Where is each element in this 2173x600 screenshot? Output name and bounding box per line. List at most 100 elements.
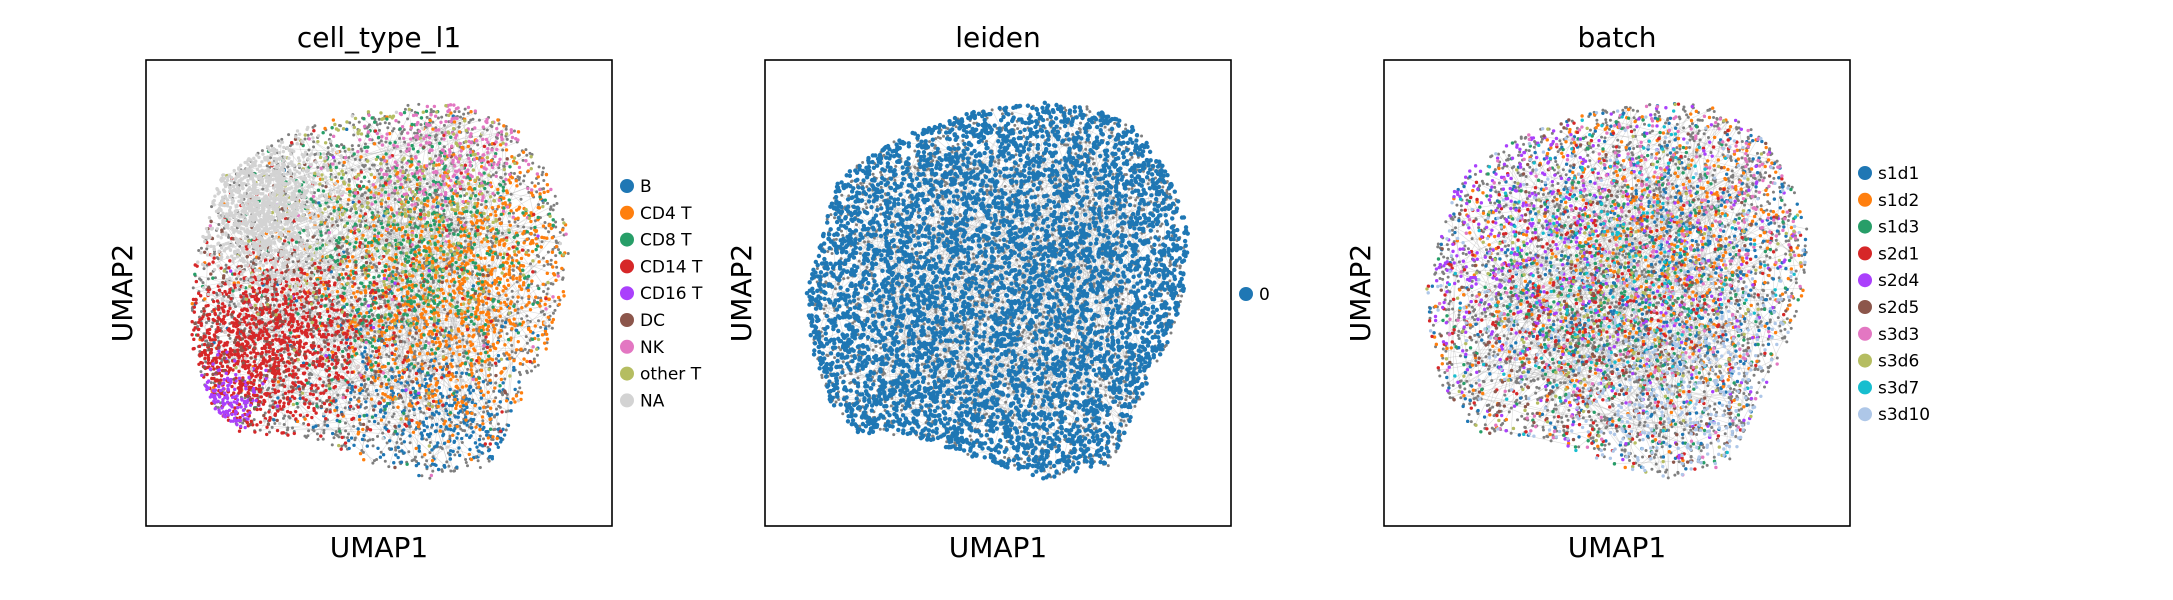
- background-point: [268, 430, 272, 434]
- point-cd4-t: [451, 289, 456, 293]
- background-point: [442, 145, 446, 149]
- point-cd4-t: [481, 226, 486, 231]
- graph-edge: [348, 230, 465, 262]
- point-cd8-t: [413, 308, 418, 312]
- point-cd4-t: [460, 262, 464, 266]
- point-cd4-t: [495, 341, 500, 345]
- background-point: [224, 263, 228, 267]
- point-cd4-t: [496, 291, 501, 295]
- background-point: [546, 250, 550, 254]
- point-cd8-t: [379, 221, 383, 226]
- graph-edge: [260, 406, 488, 431]
- background-point: [546, 201, 550, 205]
- background-point: [352, 407, 356, 411]
- point-cd4-t: [425, 322, 430, 327]
- point-b: [450, 403, 454, 408]
- point-cd4-t: [380, 365, 384, 369]
- point-cd8-t: [526, 274, 531, 278]
- point-cd4-t: [434, 383, 438, 387]
- background-point: [409, 399, 413, 403]
- background-point: [428, 185, 432, 189]
- background-point: [216, 336, 220, 340]
- background-point: [302, 422, 306, 426]
- background-point: [551, 311, 555, 315]
- graph-edge: [258, 239, 477, 458]
- point-b: [454, 370, 459, 375]
- point-cd8-t: [335, 144, 339, 148]
- graph-edge: [328, 119, 471, 268]
- point-cd8-t: [334, 238, 339, 243]
- point-cd8-t: [417, 251, 421, 255]
- background-point: [266, 388, 270, 392]
- graph-edge: [429, 144, 465, 401]
- point-b: [447, 417, 452, 422]
- background-point: [549, 205, 553, 209]
- point-cd4-t: [470, 364, 474, 368]
- background-point: [306, 133, 310, 137]
- point-cd4-t: [420, 366, 425, 371]
- background-point: [466, 367, 470, 371]
- point-cd4-t: [424, 319, 428, 324]
- point-cd4-t: [371, 375, 375, 380]
- point-cd8-t: [318, 203, 322, 208]
- point-b: [509, 409, 513, 413]
- point-cd4-t: [357, 399, 361, 403]
- point-cd4-t: [517, 250, 521, 254]
- point-cd4-t: [408, 164, 413, 168]
- background-point: [390, 311, 394, 315]
- point-b: [346, 438, 351, 443]
- point-cd4-t: [390, 319, 394, 324]
- background-point: [566, 252, 570, 256]
- point-cd4-t: [400, 325, 404, 329]
- point-cd8-t: [494, 237, 499, 241]
- point-cd4-t: [475, 219, 480, 223]
- background-point: [390, 228, 394, 232]
- background-point: [307, 376, 311, 380]
- point-cd4-t: [546, 315, 550, 319]
- point-cd8-t: [466, 356, 470, 360]
- background-point: [434, 154, 438, 158]
- background-point: [407, 375, 411, 379]
- background-point: [440, 137, 444, 141]
- point-cd8-t: [360, 281, 364, 286]
- background-point: [361, 272, 365, 276]
- background-point: [215, 256, 219, 260]
- background-point: [475, 369, 479, 373]
- point-cd4-t: [462, 395, 466, 399]
- background-point: [398, 437, 402, 441]
- point-cd4-t: [547, 297, 551, 301]
- point-b: [272, 418, 276, 422]
- point-cd8-t: [383, 374, 388, 379]
- background-point: [423, 394, 427, 398]
- background-point: [476, 352, 480, 356]
- background-point: [395, 269, 399, 273]
- point-b: [503, 320, 508, 325]
- point-cd4-t: [417, 248, 421, 252]
- background-point: [522, 179, 526, 183]
- background-point: [544, 325, 548, 329]
- point-cd4-t: [505, 278, 510, 283]
- point-cd4-t: [488, 348, 492, 352]
- point-b: [471, 388, 476, 393]
- background-point: [347, 401, 351, 405]
- background-point: [510, 289, 514, 293]
- point-b: [442, 441, 447, 446]
- point-cd4-t: [438, 256, 443, 260]
- point-cd4-t: [469, 220, 473, 224]
- point-cd4-t: [441, 304, 445, 309]
- point-cd4-t: [484, 205, 488, 210]
- point-cd4-t: [482, 405, 486, 409]
- background-point: [392, 127, 396, 131]
- point-cd8-t: [376, 231, 381, 235]
- point-cd4-t: [377, 324, 381, 328]
- point-cd4-t: [519, 347, 523, 351]
- point-b: [350, 388, 355, 392]
- point-cd4-t: [458, 404, 463, 409]
- background-point: [555, 202, 559, 206]
- point-cd8-t: [435, 294, 440, 298]
- point-b: [473, 441, 478, 445]
- point-cd4-t: [403, 308, 407, 313]
- point-b: [430, 462, 435, 466]
- point-b: [390, 375, 394, 379]
